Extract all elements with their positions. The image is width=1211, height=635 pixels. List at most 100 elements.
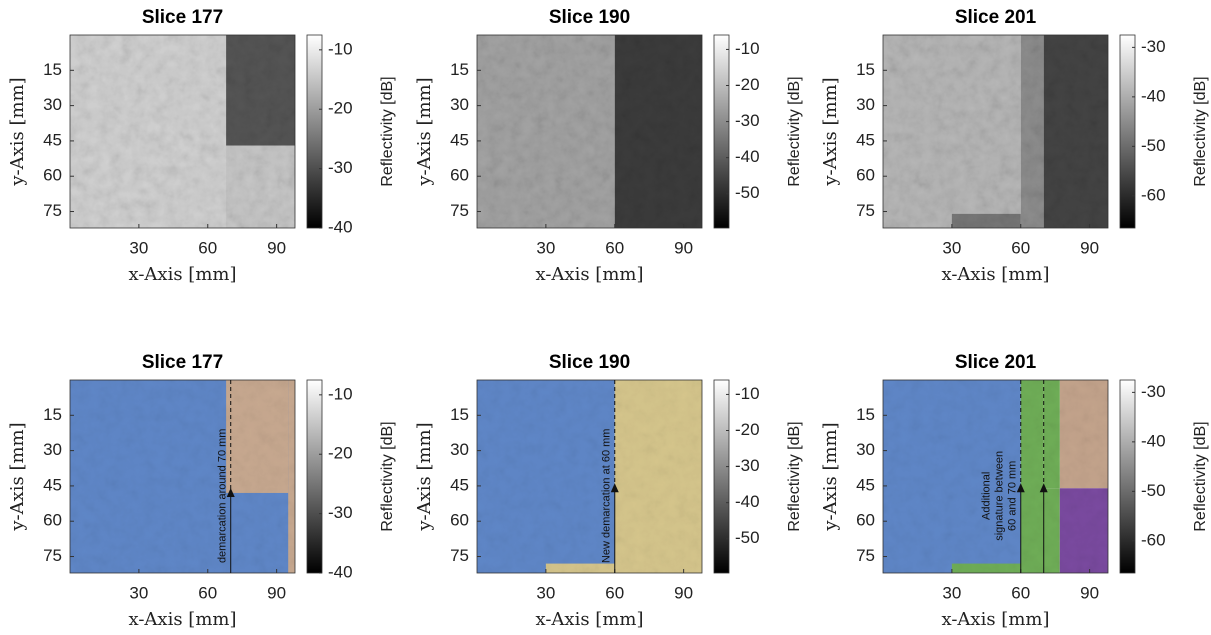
panel: Slice 201 30 60 90 15 30 45 60 75 x-Axis [mm] y-Ax…	[820, 7, 1209, 285]
colorbar	[306, 34, 323, 229]
x-tick-label: 90	[267, 583, 286, 602]
colorbar	[713, 34, 730, 229]
image	[477, 380, 702, 573]
colorbar	[1119, 34, 1136, 229]
panel: Slice 177 30 60 90 15 30 45 60 75 x-Axis [mm] y-Ax…	[7, 352, 396, 630]
annotation: Additional	[981, 472, 993, 520]
colorbar-tick-label: -50	[1141, 136, 1166, 155]
y-tick-label: 45	[450, 130, 469, 149]
image	[883, 380, 1108, 573]
y-tick-label: 15	[450, 60, 469, 79]
colorbar-tick-label: -20	[328, 99, 353, 118]
colorbar-tick-label: -40	[735, 147, 760, 166]
colorbar-tick-label: -50	[1141, 481, 1166, 500]
y-tick-label: 60	[43, 166, 62, 185]
y-tick-label: 30	[450, 440, 469, 459]
x-tick-label: 60	[605, 238, 624, 257]
y-axis-label: y-Axis [mm]	[414, 77, 435, 186]
texture	[883, 35, 1108, 228]
arrow-head	[1039, 483, 1048, 493]
x-axis-label: x-Axis [mm]	[536, 609, 644, 630]
y-tick-label: 60	[856, 166, 875, 185]
annotation: demarcation around 70 mm	[217, 429, 229, 564]
y-tick-label: 75	[450, 201, 469, 220]
x-tick-label: 60	[1011, 583, 1030, 602]
y-axis-label: y-Axis [mm]	[820, 77, 841, 186]
y-tick-label: 60	[450, 511, 469, 530]
colorbar-tick-label: -20	[735, 75, 760, 94]
colorbar-tick-label: -40	[1141, 431, 1166, 450]
panel: Slice 190 30 60 90 15 30 45 60 75 x-Axis [mm] y-Ax…	[414, 7, 803, 285]
colorbar	[1119, 379, 1136, 574]
y-tick-label: 15	[43, 405, 62, 424]
x-tick-label: 90	[1080, 583, 1099, 602]
colorbar-tick-label: -30	[1141, 37, 1166, 56]
y-tick-label: 45	[43, 475, 62, 494]
image	[477, 35, 702, 228]
colorbar-tick-label: -40	[328, 562, 353, 581]
annotation: New demarcation at 60 mm	[601, 429, 613, 564]
y-axis-label: y-Axis [mm]	[820, 422, 841, 531]
arrow-head	[1016, 483, 1025, 493]
y-tick-label: 30	[856, 95, 875, 114]
y-tick-label: 60	[450, 166, 469, 185]
y-tick-label: 30	[43, 95, 62, 114]
axes-frame	[476, 34, 703, 229]
x-tick-label: 60	[605, 583, 624, 602]
colorbar-tick-label: -40	[735, 492, 760, 511]
colorbar-tick-label: -20	[735, 420, 760, 439]
x-tick-label: 90	[674, 238, 693, 257]
y-tick-label: 15	[856, 405, 875, 424]
colorbar-tick-label: -40	[1141, 86, 1166, 105]
x-tick-label: 30	[129, 238, 148, 257]
panel: Slice 177 30 60 90 15 30 45 60 75 x-Axis [mm] y-Ax…	[7, 7, 396, 285]
colorbar	[713, 379, 730, 574]
colorbar-tick-label: -40	[328, 217, 353, 236]
colorbar-tick-label: -50	[735, 183, 760, 202]
panel-title: Slice 177	[142, 352, 223, 373]
x-tick-label: 30	[536, 238, 555, 257]
colorbar-tick-label: -60	[1141, 185, 1166, 204]
panel-title: Slice 201	[955, 352, 1037, 373]
colorbar-tick-label: -10	[328, 39, 353, 58]
axes-frame	[69, 379, 296, 574]
axes-frame	[882, 379, 1109, 574]
texture	[70, 35, 295, 228]
arrow-head	[226, 487, 235, 497]
y-tick-label: 15	[856, 60, 875, 79]
texture	[477, 380, 702, 573]
y-tick-label: 60	[856, 511, 875, 530]
colorbar-label: Reflectivity [dB]	[1192, 76, 1209, 186]
x-tick-label: 90	[674, 583, 693, 602]
colorbar-label: Reflectivity [dB]	[786, 421, 803, 531]
colorbar-label: Reflectivity [dB]	[1192, 421, 1209, 531]
colorbar-label: Reflectivity [dB]	[379, 421, 396, 531]
x-tick-label: 60	[198, 583, 217, 602]
x-tick-label: 90	[267, 238, 286, 257]
y-tick-label: 45	[450, 475, 469, 494]
y-tick-label: 15	[450, 405, 469, 424]
panel: Slice 201 30 60 90 15 30 45 60 75 x-Axis [mm] y-Ax…	[820, 352, 1209, 630]
image	[70, 380, 295, 573]
arrow-head	[610, 483, 619, 493]
annotation: 60 and 70 mm	[1007, 461, 1019, 531]
image	[70, 35, 295, 228]
texture	[70, 380, 295, 573]
y-tick-label: 75	[43, 546, 62, 565]
y-tick-label: 15	[43, 60, 62, 79]
x-tick-label: 90	[1080, 238, 1099, 257]
panel: Slice 190 30 60 90 15 30 45 60 75 x-Axis [mm] y-Ax…	[414, 352, 803, 630]
y-axis-label: y-Axis [mm]	[414, 422, 435, 531]
colorbar-tick-label: -10	[735, 384, 760, 403]
colorbar-label: Reflectivity [dB]	[379, 76, 396, 186]
y-tick-label: 30	[43, 440, 62, 459]
image	[883, 35, 1108, 228]
colorbar-tick-label: -30	[735, 456, 760, 475]
x-tick-label: 30	[129, 583, 148, 602]
x-tick-label: 30	[942, 583, 961, 602]
x-axis-label: x-Axis [mm]	[129, 264, 237, 285]
y-axis-label: y-Axis [mm]	[7, 77, 28, 186]
axes-frame	[69, 34, 296, 229]
colorbar-tick-label: -60	[1141, 530, 1166, 549]
